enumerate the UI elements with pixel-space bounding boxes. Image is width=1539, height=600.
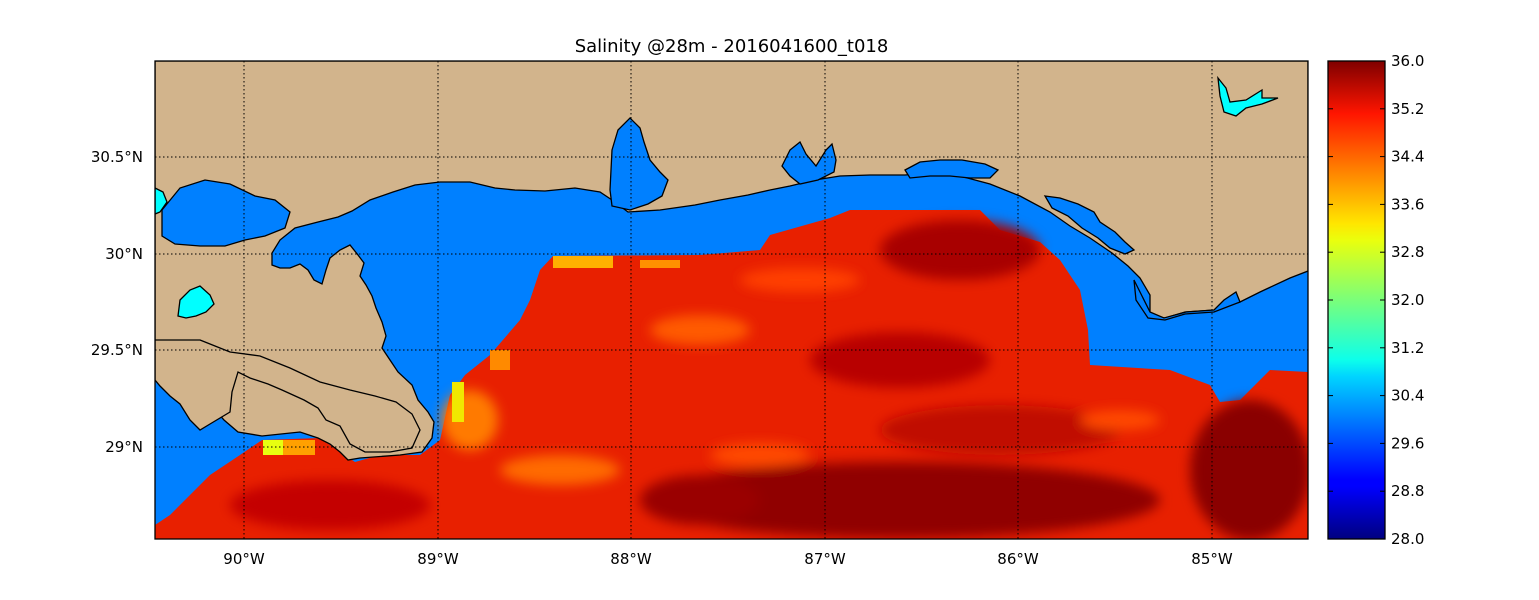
mid-salinity-streak	[1080, 410, 1160, 430]
lon-tick-label: 88°W	[610, 550, 652, 568]
lake-maurepas-cyan	[155, 187, 168, 215]
mid-salinity-streak	[442, 390, 498, 450]
low-salinity-patch	[553, 256, 613, 268]
colorbar-ticks: 36.0 35.2 34.4 33.6 32.8 32.0 31.2 30.4 29.6 28.8…	[1328, 52, 1424, 548]
apalachicola-bay	[1133, 279, 1241, 321]
high-salinity-core	[810, 332, 990, 388]
high-salinity-core	[640, 475, 760, 525]
colorbar-tick-label: 31.2	[1391, 339, 1424, 357]
choctawhatchee-bay	[904, 159, 1000, 179]
colorbar-tick-label: 28.8	[1391, 482, 1424, 500]
low-salinity-patch	[490, 350, 510, 370]
lon-tick-label: 90°W	[223, 550, 265, 568]
map-title: Salinity @28m - 2016041600_t018	[574, 36, 889, 57]
mid-salinity-streak	[500, 455, 620, 485]
colorbar-tick-label: 29.6	[1391, 434, 1424, 452]
st-andrew-bay	[1043, 195, 1136, 255]
lat-tick-label: 29.5°N	[91, 341, 143, 359]
colorbar-tick-label: 36.0	[1391, 52, 1424, 70]
lake-salvador-cyan	[177, 285, 215, 319]
lat-tick-label: 30.5°N	[91, 148, 143, 166]
inland-waters	[155, 75, 1279, 321]
gridlines	[155, 61, 1308, 539]
mid-salinity-streak	[710, 443, 810, 467]
lon-tick-label: 86°W	[997, 550, 1039, 568]
map-frame	[154, 60, 1309, 540]
lon-tick-label: 87°W	[804, 550, 846, 568]
lon-tick-label: 89°W	[417, 550, 459, 568]
lat-tick-label: 29°N	[105, 438, 143, 456]
colorbar-tick-label: 35.2	[1391, 100, 1424, 118]
colorbar-gradient	[1327, 60, 1386, 540]
land-north-coast	[155, 61, 1308, 461]
land	[155, 61, 1308, 461]
lon-tick-label: 85°W	[1191, 550, 1233, 568]
pensacola-bay	[781, 140, 837, 185]
lat-tick-labels: 30.5°N 30°N 29.5°N 29°N	[91, 148, 143, 456]
high-salinity-core	[1190, 400, 1308, 539]
mid-salinity-streak	[650, 315, 750, 345]
colorbar-tick-label: 30.4	[1391, 387, 1424, 405]
lon-tick-labels: 90°W 89°W 88°W 87°W 86°W 85°W	[223, 550, 1233, 568]
mobile-bay	[609, 117, 669, 211]
low-salinity-patch	[263, 440, 283, 455]
colorbar-tick-label: 32.8	[1391, 243, 1424, 261]
colorbar-tick-label: 33.6	[1391, 195, 1424, 213]
colorbar-tick-label: 32.0	[1391, 291, 1424, 309]
salinity-field	[155, 210, 1308, 539]
high-salinity-core	[640, 462, 1160, 538]
lat-tick-label: 30°N	[105, 245, 143, 263]
colorbar-tick-label: 34.4	[1391, 148, 1424, 166]
high-salinity-core	[230, 480, 430, 530]
low-salinity-patch	[452, 382, 464, 422]
mid-salinity-streak	[740, 268, 860, 292]
lake-seminole-cyan	[1217, 75, 1279, 117]
lake-pontchartrain	[161, 179, 291, 247]
colorbar: 36.0 35.2 34.4 33.6 32.8 32.0 31.2 30.4 29.6 28.8…	[1327, 52, 1424, 548]
low-salinity-patch	[640, 260, 680, 268]
land-mississippi-delta	[155, 339, 421, 453]
map-area	[155, 61, 1308, 539]
high-salinity-core	[880, 405, 1120, 455]
colorbar-tick-label: 28.0	[1391, 530, 1424, 548]
high-salinity-core	[880, 220, 1040, 280]
